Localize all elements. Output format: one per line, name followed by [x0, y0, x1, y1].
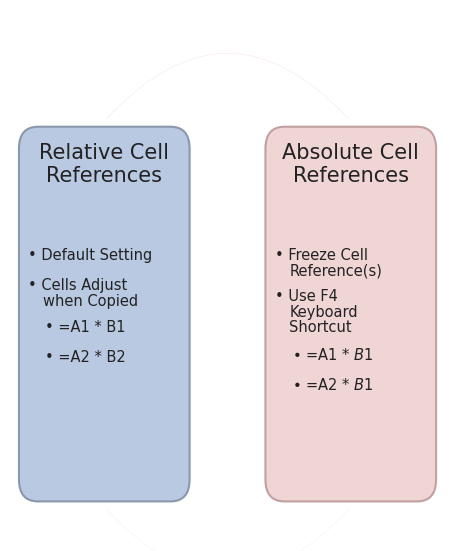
- FancyArrowPatch shape: [106, 53, 349, 119]
- Text: • =A2 * B2: • =A2 * B2: [45, 350, 126, 365]
- FancyBboxPatch shape: [19, 127, 190, 501]
- Text: Absolute Cell
References: Absolute Cell References: [283, 143, 419, 186]
- Text: • Freeze Cell: • Freeze Cell: [275, 248, 368, 263]
- Text: Relative Cell
References: Relative Cell References: [39, 143, 169, 186]
- Text: • Default Setting: • Default Setting: [28, 248, 153, 263]
- Text: Shortcut: Shortcut: [289, 320, 352, 335]
- Text: Reference(s): Reference(s): [289, 263, 382, 278]
- Text: • Use F4: • Use F4: [275, 289, 338, 304]
- Text: when Copied: when Copied: [43, 294, 138, 309]
- Text: • Cells Adjust: • Cells Adjust: [28, 278, 128, 293]
- Text: • =A2 * $B$1: • =A2 * $B$1: [292, 377, 373, 393]
- FancyBboxPatch shape: [265, 127, 436, 501]
- Text: • =A1 * B1: • =A1 * B1: [45, 320, 126, 334]
- Text: • =A1 * $B$1: • =A1 * $B$1: [292, 347, 373, 363]
- Text: Keyboard: Keyboard: [289, 305, 358, 320]
- FancyArrowPatch shape: [106, 509, 349, 551]
